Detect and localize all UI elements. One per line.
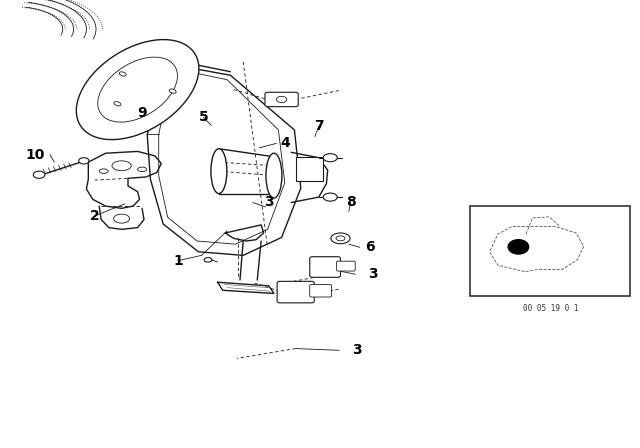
Bar	[470, 206, 630, 296]
Ellipse shape	[323, 154, 337, 162]
Ellipse shape	[99, 169, 108, 173]
Ellipse shape	[114, 214, 129, 223]
Ellipse shape	[33, 171, 45, 178]
Ellipse shape	[276, 96, 287, 103]
Text: 3: 3	[352, 343, 362, 358]
Ellipse shape	[98, 57, 177, 122]
Text: 9: 9	[137, 106, 147, 120]
Ellipse shape	[331, 233, 350, 244]
FancyBboxPatch shape	[265, 92, 298, 107]
FancyBboxPatch shape	[310, 257, 340, 277]
Ellipse shape	[204, 258, 212, 262]
Text: 10: 10	[26, 147, 45, 162]
FancyBboxPatch shape	[337, 261, 355, 271]
Text: 8: 8	[346, 195, 356, 210]
Ellipse shape	[336, 236, 345, 241]
FancyBboxPatch shape	[277, 281, 314, 303]
Text: 1: 1	[173, 254, 183, 268]
Text: 6: 6	[365, 240, 375, 254]
Ellipse shape	[114, 102, 121, 106]
Text: 00 05 19 0 1: 00 05 19 0 1	[523, 304, 578, 313]
Ellipse shape	[169, 89, 176, 93]
Text: 7: 7	[314, 119, 324, 134]
Text: 3: 3	[367, 267, 378, 281]
Text: 2: 2	[90, 209, 100, 223]
Ellipse shape	[112, 161, 131, 171]
FancyBboxPatch shape	[310, 284, 332, 297]
Circle shape	[508, 240, 529, 254]
Text: 4: 4	[280, 136, 290, 151]
Ellipse shape	[76, 39, 199, 140]
Ellipse shape	[79, 158, 89, 164]
Ellipse shape	[323, 193, 337, 201]
Text: 5: 5	[198, 110, 209, 125]
Text: 3: 3	[264, 195, 274, 210]
Ellipse shape	[119, 72, 126, 76]
Ellipse shape	[138, 167, 147, 172]
Bar	[296, 157, 323, 181]
Ellipse shape	[211, 149, 227, 194]
Ellipse shape	[266, 153, 282, 198]
